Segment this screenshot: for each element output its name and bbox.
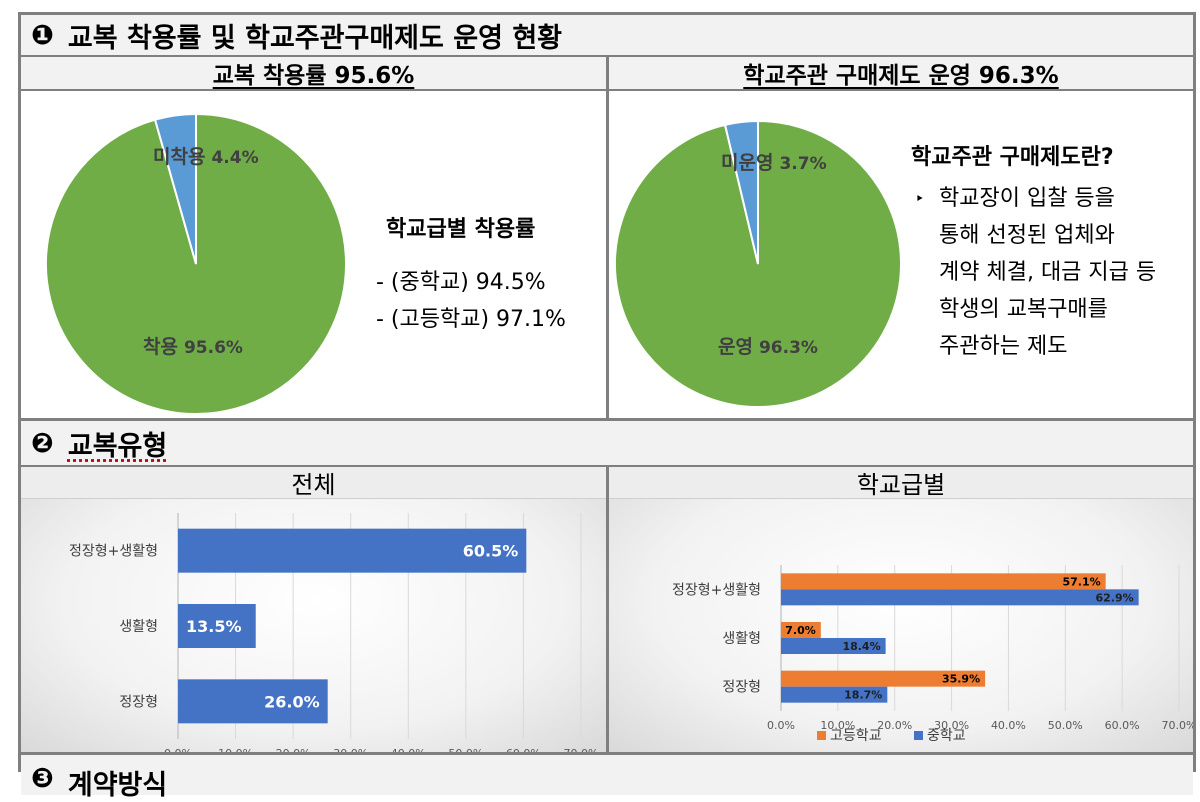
pie1-title: 교복 착용률 95.6% bbox=[212, 63, 415, 89]
section2-header: ❷ 교복유형 bbox=[21, 421, 1193, 467]
section3-number: ❸ bbox=[31, 763, 54, 794]
definition-box: 학교주관 구매제도란? ‣ 학교장이 입찰 등을 통해 선정된 업체와 계약 체… bbox=[911, 139, 1196, 365]
section1-divider bbox=[606, 57, 609, 420]
bar2-value-label: 7.0% bbox=[785, 624, 816, 637]
bar2-tick-label: 30.0% bbox=[934, 719, 969, 732]
definition-line: 학교장이 입찰 등을 bbox=[939, 186, 1115, 211]
pie2-svg: 운영 96.3% 미운영 3.7% bbox=[614, 119, 902, 408]
pie2-slice-미운영 bbox=[723, 119, 759, 265]
bar1-title: 전체 bbox=[291, 471, 336, 499]
bar1-category-label: 정장형+생활형 bbox=[69, 544, 158, 560]
pie1-svg: 착용 95.6% 미착용 4.4% bbox=[45, 112, 347, 415]
pie1-slice-착용 bbox=[45, 112, 347, 415]
legend-swatch-고등학교 bbox=[817, 731, 826, 740]
bar2-bar-중학교-정장형+생활형 bbox=[781, 589, 1139, 606]
bar2-tick-label: 60.0% bbox=[1105, 719, 1140, 732]
bar2-value-label: 18.7% bbox=[844, 689, 882, 702]
definition-line: 계약 체결, 대금 지급 등 bbox=[939, 260, 1157, 285]
legend-label-고등학교: 고등학교 bbox=[830, 728, 882, 744]
school-rates-middle: - (중학교) 94.5% bbox=[376, 270, 546, 295]
pie1-label-미착용: 미착용 4.4% bbox=[153, 146, 259, 168]
bar2-value-label: 35.9% bbox=[942, 673, 980, 686]
bar2-tick-label: 40.0% bbox=[991, 719, 1026, 732]
section2-divider bbox=[606, 467, 609, 752]
bar2-svg: 0.0% 10.0% 20.0% 30.0% 40.0% 50.0% 60.0% 70.0% 5… bbox=[672, 565, 1196, 744]
bar2-bar-고등학교-생활형 bbox=[781, 622, 821, 638]
bar2-tick-label: 50.0% bbox=[1048, 719, 1083, 732]
bar2-tick-label: 70.0% bbox=[1162, 719, 1193, 732]
bar2-tick-label: 10.0% bbox=[820, 719, 855, 732]
legend-swatch-중학교 bbox=[914, 731, 923, 740]
legend-label-중학교: 중학교 bbox=[927, 728, 966, 744]
section-divider-1 bbox=[21, 418, 1193, 421]
bar1-value-label: 60.5% bbox=[463, 542, 519, 561]
pie2-header: 학교주관 구매제도 운영 96.3% bbox=[609, 57, 1193, 91]
bar2-value-label: 57.1% bbox=[1062, 575, 1100, 588]
bar2-tick-label: 20.0% bbox=[877, 719, 912, 732]
section-divider-2 bbox=[21, 752, 1193, 755]
section3-header: ❸ 계약방식 bbox=[21, 755, 1193, 801]
bar2-bar-고등학교-정장형+생활형 bbox=[781, 573, 1106, 590]
bar2-category-label: 정장형 bbox=[722, 680, 761, 696]
bar2-bar-중학교-정장형 bbox=[781, 686, 888, 703]
definition-body: ‣ 학교장이 입찰 등을 통해 선정된 업체와 계약 체결, 대금 지급 등 학… bbox=[911, 180, 1196, 365]
bar1-header: 전체 bbox=[21, 467, 606, 499]
bar1-svg: 0.0%10.0%20.0%30.0%40.0%50.0%60.0%70.0%정… bbox=[69, 513, 598, 760]
pie1-label-착용: 착용 95.6% bbox=[143, 336, 243, 358]
school-rates-high: - (고등학교) 97.1% bbox=[376, 307, 566, 332]
bar1-category-label: 정장형 bbox=[119, 694, 158, 710]
definition-line: 학생의 교복구매를 bbox=[939, 297, 1108, 322]
pie2-title: 학교주관 구매제도 운영 96.3% bbox=[743, 63, 1059, 89]
bar1-bar-정장형 bbox=[178, 679, 328, 724]
bar1-chart: 0.0%10.0%20.0%30.0%40.0%50.0%60.0%70.0%정… bbox=[21, 499, 606, 760]
bar2-header: 학교급별 bbox=[609, 467, 1193, 499]
definition-heading: 학교주관 구매제도란? bbox=[911, 145, 1114, 170]
bar2-category-label: 정장형+생활형 bbox=[672, 582, 761, 598]
school-rates-heading: 학교급별 착용률 bbox=[386, 217, 536, 242]
bar2-bar-중학교-생활형 bbox=[781, 638, 886, 654]
bar2-title: 학교급별 bbox=[856, 471, 946, 499]
bar1-value-label: 13.5% bbox=[186, 617, 242, 636]
report-frame: ❶ 교복 착용률 및 학교주관구매제도 운영 현황 교복 착용률 95.6% 학… bbox=[18, 12, 1196, 801]
bar2-chart: 0.0% 10.0% 20.0% 30.0% 40.0% 50.0% 60.0% 70.0% 5… bbox=[609, 499, 1196, 752]
bullet-icon: ‣ bbox=[915, 189, 925, 208]
bar2-category-label: 생활형 bbox=[722, 631, 761, 647]
section3-title: 계약방식 bbox=[67, 770, 168, 801]
pie1-header: 교복 착용률 95.6% bbox=[21, 57, 606, 91]
pie1-slice-미착용 bbox=[153, 112, 197, 265]
bar1-value-label: 26.0% bbox=[264, 692, 320, 711]
section1-header: ❶ 교복 착용률 및 학교주관구매제도 운영 현황 bbox=[21, 15, 1193, 57]
section1-number: ❶ bbox=[31, 19, 54, 51]
definition-line: 통해 선정된 업체와 bbox=[939, 223, 1115, 248]
bar2-value-label: 62.9% bbox=[1095, 591, 1133, 604]
pie2-label-운영: 운영 96.3% bbox=[718, 336, 818, 358]
definition-line: 주관하는 제도 bbox=[939, 334, 1068, 359]
bar1-category-label: 생활형 bbox=[119, 619, 158, 635]
bar1-bar-정장형+생활형 bbox=[178, 528, 527, 573]
pie1-chart: 착용 95.6% 미착용 4.4% bbox=[31, 99, 371, 419]
section1-title: 교복 착용률 및 학교주관구매제도 운영 현황 bbox=[67, 22, 562, 54]
bar2-tick-label: 0.0% bbox=[767, 719, 795, 732]
pie2-chart: 운영 96.3% 미운영 3.7% bbox=[613, 99, 913, 419]
pie2-label-미운영: 미운영 3.7% bbox=[721, 152, 827, 174]
bar2-bar-고등학교-정장형 bbox=[781, 670, 986, 687]
section2-number: ❷ bbox=[31, 427, 54, 459]
bar1-bar-생활형 bbox=[178, 604, 256, 648]
bar2-value-label: 18.4% bbox=[842, 640, 880, 653]
school-rates-box: 학교급별 착용률 - (중학교) 94.5% - (고등학교) 97.1% bbox=[376, 211, 606, 338]
section2-title: 교복유형 bbox=[67, 430, 168, 462]
